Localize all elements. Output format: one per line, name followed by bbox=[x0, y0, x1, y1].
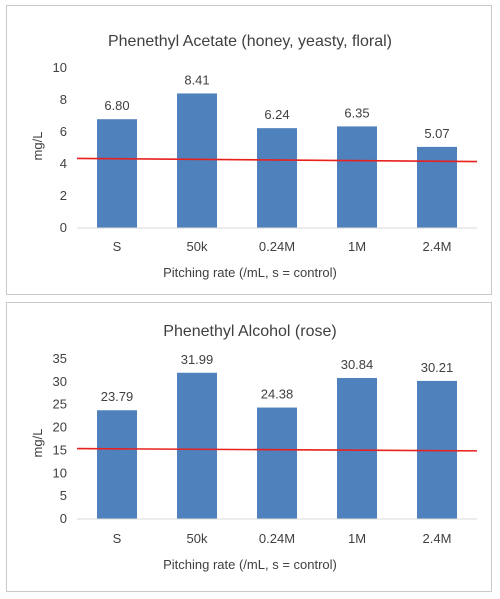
chart-svg-phenethyl-acetate: Phenethyl Acetate (honey, yeasty, floral… bbox=[30, 33, 478, 280]
chart-title: Phenethyl Alcohol (rose) bbox=[163, 323, 336, 340]
data-label: 24.38 bbox=[261, 387, 294, 402]
reference-line bbox=[76, 157, 478, 163]
bar-50k bbox=[177, 372, 217, 519]
x-tick-label: 0.24M bbox=[259, 239, 295, 254]
y-tick-label: 10 bbox=[53, 465, 67, 480]
x-axis-label: Pitching rate (/mL, s = control) bbox=[163, 265, 337, 280]
y-tick-label: 10 bbox=[53, 60, 67, 75]
y-tick-label: 0 bbox=[60, 220, 67, 235]
y-tick-label: 2 bbox=[60, 188, 67, 203]
bar-s bbox=[97, 410, 137, 519]
bar-1m bbox=[337, 126, 377, 228]
data-label: 6.35 bbox=[344, 105, 369, 120]
x-tick-label: 2.4M bbox=[423, 239, 452, 254]
y-tick-label: 25 bbox=[53, 397, 67, 412]
y-axis-label: mg/L bbox=[30, 132, 45, 161]
y-tick-label: 35 bbox=[53, 351, 67, 366]
data-label: 8.41 bbox=[184, 72, 209, 87]
bar-s bbox=[97, 119, 137, 228]
x-tick-label: 50k bbox=[187, 239, 208, 254]
y-axis-label: mg/L bbox=[30, 429, 45, 458]
y-tick-label: 5 bbox=[60, 488, 67, 503]
chart-title: Phenethyl Acetate (honey, yeasty, floral… bbox=[108, 33, 392, 50]
y-tick-label: 8 bbox=[60, 92, 67, 107]
x-tick-label: 1M bbox=[348, 239, 366, 254]
data-label: 23.79 bbox=[101, 389, 134, 404]
x-tick-label: S bbox=[113, 239, 122, 254]
data-label: 6.24 bbox=[264, 107, 289, 122]
bar-024m bbox=[257, 407, 297, 519]
x-tick-label: 2.4M bbox=[423, 531, 452, 546]
data-label: 30.21 bbox=[421, 360, 454, 375]
chart-phenethyl-acetate: Phenethyl Acetate (honey, yeasty, floral… bbox=[6, 5, 492, 295]
data-label: 30.84 bbox=[341, 357, 374, 372]
bar-024m bbox=[257, 128, 297, 228]
data-label: 5.07 bbox=[424, 126, 449, 141]
y-tick-label: 20 bbox=[53, 420, 67, 435]
x-axis-label: Pitching rate (/mL, s = control) bbox=[163, 557, 337, 572]
bar-50k bbox=[177, 93, 217, 228]
y-tick-label: 0 bbox=[60, 511, 67, 526]
y-tick-label: 30 bbox=[53, 374, 67, 389]
chart-svg-phenethyl-alcohol: Phenethyl Alcohol (rose) Pitching rate (… bbox=[30, 323, 478, 572]
y-tick-label: 6 bbox=[60, 124, 67, 139]
x-tick-label: S bbox=[113, 531, 122, 546]
bar-24m bbox=[417, 146, 457, 228]
bar-1m bbox=[337, 378, 377, 519]
x-tick-label: 1M bbox=[348, 531, 366, 546]
reference-line bbox=[76, 447, 478, 452]
data-label: 31.99 bbox=[181, 352, 214, 367]
x-tick-label: 50k bbox=[187, 531, 208, 546]
y-tick-label: 4 bbox=[60, 156, 67, 171]
data-label: 6.80 bbox=[104, 98, 129, 113]
chart-phenethyl-alcohol: Phenethyl Alcohol (rose) Pitching rate (… bbox=[6, 302, 492, 592]
x-tick-label: 0.24M bbox=[259, 531, 295, 546]
y-tick-label: 15 bbox=[53, 442, 67, 457]
